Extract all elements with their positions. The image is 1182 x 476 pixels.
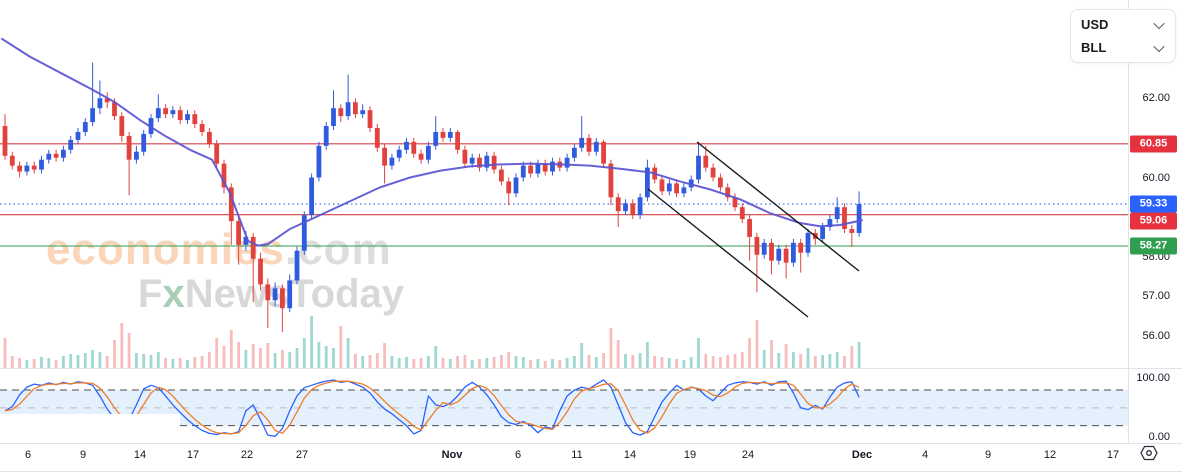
date-label-14: 14 bbox=[623, 449, 637, 461]
stoch-d-line bbox=[4, 380, 860, 435]
price-level-badge-59.33: 59.33 bbox=[1130, 195, 1177, 213]
price-tick-60.00: 60.00 bbox=[1142, 171, 1170, 184]
date-label-27: 27 bbox=[295, 449, 309, 461]
stochastic-layer bbox=[0, 379, 860, 440]
symbol-selector: USD BLL bbox=[1070, 9, 1176, 63]
stoch-tick-100.00: 100.00 bbox=[1136, 372, 1170, 384]
date-label-Nov: Nov bbox=[441, 449, 463, 461]
currency-select[interactable]: USD bbox=[1081, 15, 1165, 34]
date-label-19: 19 bbox=[683, 449, 697, 461]
date-label-17: 17 bbox=[1106, 449, 1120, 461]
date-label-9: 9 bbox=[984, 449, 992, 461]
date-label-12: 12 bbox=[1043, 449, 1057, 461]
level-lines-layer[interactable] bbox=[0, 143, 1128, 247]
trendlines-layer[interactable] bbox=[647, 141, 860, 318]
date-label-6: 6 bbox=[24, 449, 32, 461]
price-level-badge-58.27: 58.27 bbox=[1130, 237, 1177, 255]
stoch-tick-0.00: 0.00 bbox=[1148, 431, 1170, 443]
stoch-k-line bbox=[4, 379, 860, 437]
unit-label: BLL bbox=[1081, 40, 1107, 55]
moving-average-line[interactable] bbox=[1, 37, 863, 247]
date-label-24: 24 bbox=[741, 449, 755, 461]
price-tick-57.00: 57.00 bbox=[1142, 290, 1170, 303]
candles-layer bbox=[2, 62, 862, 332]
pane-settings-icon[interactable] bbox=[1139, 444, 1159, 467]
currency-label: USD bbox=[1081, 17, 1109, 32]
date-label-22: 22 bbox=[240, 449, 254, 461]
trendline-1[interactable] bbox=[696, 141, 860, 272]
date-label-4: 4 bbox=[921, 449, 929, 461]
volume-layer bbox=[3, 316, 861, 368]
price-tick-56.00: 56.00 bbox=[1142, 329, 1170, 342]
indicator-legend-patch bbox=[0, 414, 180, 440]
trendline-2[interactable] bbox=[647, 188, 809, 318]
unit-select[interactable]: BLL bbox=[1081, 38, 1165, 57]
date-label-9: 9 bbox=[79, 449, 87, 461]
date-label-17: 17 bbox=[186, 449, 200, 461]
chevron-down-icon bbox=[1153, 40, 1165, 52]
ma-line[interactable] bbox=[1, 37, 863, 247]
date-label-Dec: Dec bbox=[851, 449, 873, 461]
price-level-badge-60.85: 60.85 bbox=[1130, 135, 1177, 153]
date-label-11: 11 bbox=[571, 449, 583, 461]
price-tick-62.00: 62.00 bbox=[1142, 92, 1170, 105]
date-label-6: 6 bbox=[514, 449, 522, 461]
date-label-14: 14 bbox=[133, 449, 147, 461]
price-level-badge-59.06: 59.06 bbox=[1130, 212, 1177, 230]
chevron-down-icon bbox=[1153, 17, 1165, 29]
